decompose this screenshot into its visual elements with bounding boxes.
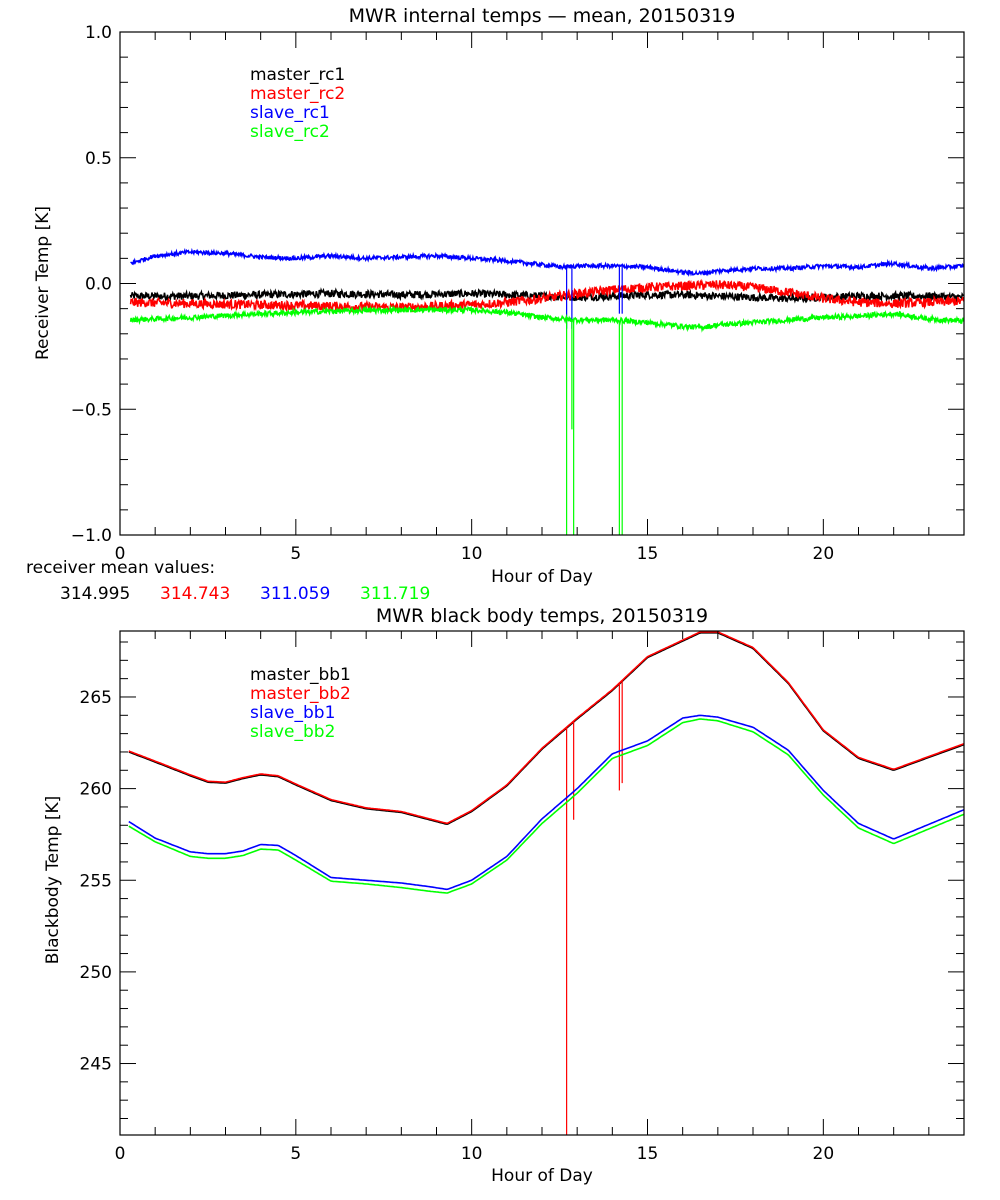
x-tick-label: 20 <box>813 1144 835 1164</box>
x-tick-label: 5 <box>290 544 301 564</box>
ticks-layer: 0 5 10 15 20 1.0 0.5 0.0 −0.5 −1.0 <box>71 23 965 564</box>
series-line <box>129 278 964 314</box>
legend-entry: master_bb2 <box>250 684 351 704</box>
series-line <box>130 247 964 277</box>
blackbody-temp-plot: MWR black body temps, 20150319 0 5 10 15 20 2… <box>43 605 965 1186</box>
x-axis-label: Hour of Day <box>491 1166 593 1186</box>
series-slave_bb1 <box>128 714 964 891</box>
y-tick-label: 0.0 <box>85 275 112 295</box>
series-line <box>128 718 964 894</box>
series-slave_rc1 <box>130 247 964 329</box>
legend-entry: slave_bb1 <box>250 703 335 723</box>
x-tick-label: 15 <box>637 1144 659 1164</box>
plot-frame <box>119 630 965 1136</box>
y-axis-label: Receiver Temp [K] <box>33 206 53 360</box>
series-line <box>129 304 964 333</box>
mean-value: 311.059 <box>260 584 330 604</box>
series-line <box>128 631 964 824</box>
series-slave_bb2 <box>128 718 964 894</box>
y-tick-label: 245 <box>80 1055 112 1075</box>
receiver-temp-plot: MWR internal temps — mean, 20150319 0 5 10… <box>26 5 965 604</box>
series-layer <box>129 247 964 535</box>
receiver-mean-values-label: receiver mean values: <box>26 558 215 578</box>
series-master_bb2 <box>128 631 964 1135</box>
legend-entry: slave_rc1 <box>250 103 330 123</box>
plot-title: MWR internal temps — mean, 20150319 <box>349 5 736 27</box>
x-tick-label: 15 <box>637 544 659 564</box>
legend-entry: master_rc2 <box>250 84 345 104</box>
x-tick-label: 0 <box>115 1144 126 1164</box>
y-tick-label: 255 <box>80 871 112 891</box>
x-tick-label: 0 <box>115 544 126 564</box>
y-axis-label: Blackbody Temp [K] <box>43 796 63 965</box>
x-tick-label: 5 <box>290 1144 301 1164</box>
mean-value: 314.743 <box>160 584 230 604</box>
mean-value: 311.719 <box>360 584 430 604</box>
y-tick-label: −0.5 <box>71 400 112 420</box>
x-tick-label: 20 <box>813 544 835 564</box>
legend-entry: master_rc1 <box>250 65 345 85</box>
legend-entry: slave_bb2 <box>250 722 335 742</box>
x-tick-label: 10 <box>461 1144 483 1164</box>
series-layer <box>128 631 964 1135</box>
x-axis-label: Hour of Day <box>491 567 593 587</box>
y-tick-label: 265 <box>80 688 112 708</box>
y-tick-label: 0.5 <box>85 149 112 169</box>
receiver-mean-values: 314.995 314.743 311.059 311.719 <box>60 584 430 604</box>
y-tick-label: −1.0 <box>71 526 112 546</box>
y-tick-label: 260 <box>80 780 112 800</box>
x-tick-label: 10 <box>461 544 483 564</box>
series-slave_rc2 <box>129 304 964 535</box>
legend-entry: slave_rc2 <box>250 122 330 142</box>
series-line <box>128 714 964 891</box>
series-master_rc2 <box>129 278 964 314</box>
y-tick-label: 1.0 <box>85 23 112 43</box>
y-tick-label: 250 <box>80 963 112 983</box>
ticks-layer: 0 5 10 15 20 265 260 255 250 245 <box>80 631 965 1164</box>
plot-title: MWR black body temps, 20150319 <box>376 605 708 627</box>
plot-frame <box>119 31 965 536</box>
mean-value: 314.995 <box>60 584 130 604</box>
legend-entry: master_bb1 <box>250 665 351 685</box>
